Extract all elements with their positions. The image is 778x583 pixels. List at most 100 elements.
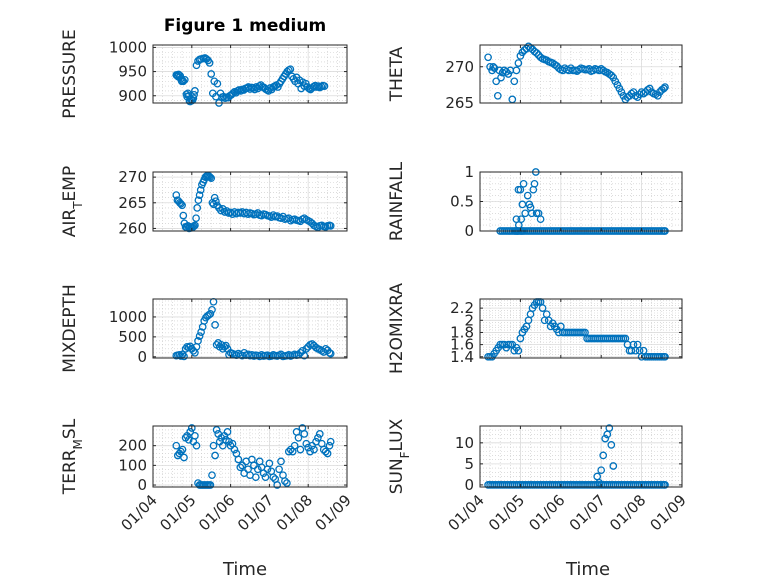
data-point bbox=[326, 222, 335, 230]
ticks bbox=[152, 299, 348, 358]
data-point bbox=[261, 473, 270, 482]
y-axis-label: SUNFLUX bbox=[387, 418, 412, 494]
data-point bbox=[538, 304, 547, 312]
data-point bbox=[493, 91, 502, 100]
data-point bbox=[489, 62, 498, 71]
data-point bbox=[206, 481, 215, 489]
data-point bbox=[323, 449, 332, 458]
data-point bbox=[315, 430, 324, 438]
data-point bbox=[609, 73, 618, 82]
data-point bbox=[187, 424, 196, 432]
data-point bbox=[595, 478, 604, 487]
data-point bbox=[178, 445, 187, 454]
data-point bbox=[190, 90, 198, 99]
y-tick-label: 950 bbox=[118, 63, 147, 81]
y-axis-label: H2OMIXRA bbox=[387, 283, 407, 374]
y-axis-label: RAINFALL bbox=[387, 161, 407, 241]
data-point bbox=[643, 86, 652, 94]
data-point bbox=[627, 89, 636, 98]
y-tick-label: 1000 bbox=[109, 308, 147, 326]
data-point bbox=[205, 172, 213, 180]
data-point bbox=[191, 221, 199, 230]
data-point bbox=[222, 207, 231, 215]
data-point bbox=[273, 481, 282, 489]
subplot-pressure: 900 950 1000 PRESSURE bbox=[60, 29, 348, 119]
data-point bbox=[253, 465, 262, 474]
data-point bbox=[195, 332, 204, 340]
y-tick-label: 260 bbox=[118, 219, 147, 237]
data-point bbox=[607, 441, 616, 449]
data-point bbox=[302, 344, 311, 353]
data-point bbox=[177, 447, 185, 456]
data-point bbox=[230, 445, 239, 454]
y-tick-label: 900 bbox=[118, 87, 147, 105]
data-point bbox=[296, 445, 305, 454]
data-point bbox=[193, 204, 202, 212]
data-point bbox=[319, 445, 328, 454]
data-point bbox=[607, 71, 616, 80]
data-point bbox=[514, 59, 523, 67]
y-axis-label: TERRMSL bbox=[60, 418, 85, 495]
data-point bbox=[310, 445, 318, 454]
data-point bbox=[526, 203, 535, 212]
data-point bbox=[484, 53, 492, 62]
data-point bbox=[180, 352, 188, 361]
data-point bbox=[197, 328, 205, 336]
data-point bbox=[609, 462, 618, 470]
data-point bbox=[617, 88, 626, 96]
subplot-h2omixra: 1.41.61.822.2 H2OMIXRA bbox=[387, 283, 683, 374]
x-tick-label: 01/04 bbox=[445, 491, 488, 534]
y-tick-label: 200 bbox=[118, 437, 147, 455]
data-point bbox=[321, 447, 330, 456]
data-point bbox=[180, 75, 189, 84]
y-tick-label: 0.5 bbox=[450, 193, 474, 211]
data-point bbox=[321, 344, 330, 353]
y-tick-label: 500 bbox=[118, 328, 147, 346]
y-tick-label: 1.4 bbox=[450, 348, 474, 366]
data-point bbox=[488, 66, 496, 75]
data-point bbox=[275, 465, 283, 474]
data-point bbox=[605, 424, 614, 432]
data-point bbox=[177, 352, 185, 360]
data-point bbox=[536, 215, 545, 224]
y-tick-label: 1.6 bbox=[450, 336, 474, 354]
data-point bbox=[177, 199, 185, 208]
data-point bbox=[523, 191, 532, 200]
data-point bbox=[194, 337, 202, 345]
data-point bbox=[284, 447, 293, 456]
data-markers bbox=[172, 424, 335, 489]
x-tick-label: 01/08 bbox=[606, 491, 649, 534]
subplot-air-temp: 260 265 270 AIRTEMP bbox=[60, 166, 348, 237]
data-point bbox=[192, 214, 200, 223]
data-point bbox=[226, 441, 235, 450]
data-point bbox=[189, 94, 198, 103]
data-point bbox=[194, 196, 203, 205]
y-tick-label: 0 bbox=[137, 476, 147, 494]
data-point bbox=[191, 87, 199, 95]
ticks bbox=[479, 45, 683, 104]
data-point bbox=[661, 481, 669, 489]
data-point bbox=[647, 88, 656, 96]
data-point bbox=[502, 67, 511, 76]
data-point bbox=[191, 431, 199, 440]
data-point bbox=[659, 84, 668, 93]
ticks bbox=[152, 45, 348, 103]
axes-box bbox=[479, 44, 683, 104]
axes-box bbox=[152, 425, 348, 488]
data-point bbox=[532, 49, 541, 57]
x-axis-label-left: Time bbox=[222, 559, 267, 580]
data-point bbox=[179, 211, 188, 220]
x-tick-label: 01/07 bbox=[234, 491, 277, 534]
y-tick-label: 0 bbox=[464, 476, 474, 494]
data-point bbox=[492, 77, 501, 86]
data-point bbox=[661, 352, 669, 361]
data-markers bbox=[484, 298, 669, 361]
data-point bbox=[196, 186, 205, 194]
x-axis-label-right: Time bbox=[565, 559, 610, 580]
x-tick-label: 01/05 bbox=[156, 491, 199, 534]
data-point bbox=[599, 451, 608, 460]
y-tick-label: 1.8 bbox=[450, 323, 474, 341]
data-point bbox=[234, 455, 243, 464]
data-point bbox=[184, 435, 193, 444]
